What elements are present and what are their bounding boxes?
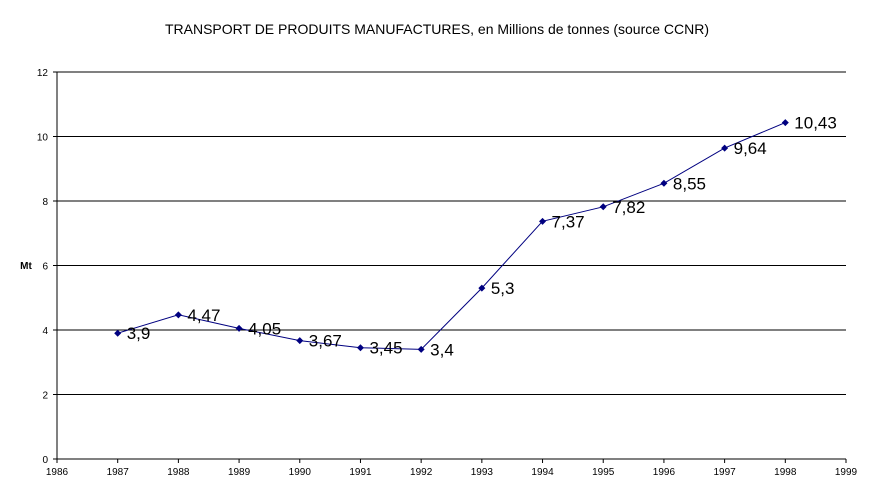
data-label: 3,45 bbox=[369, 339, 402, 358]
x-tick-label: 1990 bbox=[289, 467, 312, 478]
x-tick-label: 1995 bbox=[592, 467, 615, 478]
data-label: 10,43 bbox=[794, 114, 837, 133]
data-point bbox=[296, 337, 304, 345]
x-tick-label: 1997 bbox=[713, 467, 736, 478]
gridlines bbox=[57, 71, 846, 395]
y-axis-label: Mt bbox=[20, 261, 32, 272]
data-label: 3,9 bbox=[127, 324, 151, 343]
data-label: 9,64 bbox=[734, 139, 767, 158]
data-point bbox=[417, 345, 425, 353]
axes bbox=[53, 71, 847, 463]
x-tick-label: 1996 bbox=[653, 467, 676, 478]
data-label: 8,55 bbox=[673, 174, 706, 193]
x-tick-label: 1998 bbox=[774, 467, 797, 478]
data-point bbox=[235, 324, 243, 332]
y-tick-label: 8 bbox=[42, 197, 48, 208]
data-point bbox=[660, 179, 668, 187]
x-tick-label: 1989 bbox=[228, 467, 251, 478]
x-tick-label: 1994 bbox=[531, 467, 554, 478]
y-tick-label: 6 bbox=[42, 262, 48, 273]
x-tick-label: 1987 bbox=[107, 467, 130, 478]
x-tick-label: 1993 bbox=[471, 467, 494, 478]
y-tick-label: 10 bbox=[37, 133, 49, 144]
data-point bbox=[539, 217, 547, 225]
series-line bbox=[117, 122, 786, 350]
data-point bbox=[781, 119, 789, 127]
data-point bbox=[114, 329, 122, 337]
x-tick-label: 1986 bbox=[46, 467, 69, 478]
x-tick-label: 1988 bbox=[167, 467, 190, 478]
data-label: 7,82 bbox=[612, 198, 645, 217]
data-label: 3,67 bbox=[309, 332, 342, 351]
y-tick-labels: 0 2 4 6 8 10 12 bbox=[37, 68, 49, 466]
data-point bbox=[174, 311, 182, 319]
y-tick-label: 4 bbox=[42, 326, 48, 337]
y-tick-label: 12 bbox=[37, 68, 49, 79]
data-label: 4,47 bbox=[187, 306, 220, 325]
x-tick-label: 1999 bbox=[835, 467, 858, 478]
data-labels: 3,9 4,47 4,05 3,67 3,45 3,4 5,3 7,37 7,82 8,55 9,6… bbox=[127, 114, 837, 360]
chart-title: TRANSPORT DE PRODUITS MANUFACTURES, en M… bbox=[165, 21, 709, 37]
y-tick-label: 0 bbox=[42, 455, 48, 466]
data-point bbox=[478, 284, 486, 292]
data-label: 5,3 bbox=[491, 279, 515, 298]
data-label: 4,05 bbox=[248, 319, 281, 338]
data-point bbox=[356, 344, 364, 352]
x-tick-label: 1992 bbox=[410, 467, 433, 478]
x-tick-labels: 1986 1987 1988 1989 1990 1991 1992 1993 1994 1995… bbox=[46, 467, 858, 478]
data-label: 3,4 bbox=[430, 340, 454, 359]
data-point bbox=[721, 144, 729, 152]
data-label: 7,37 bbox=[552, 212, 585, 231]
y-tick-label: 2 bbox=[42, 391, 48, 402]
x-tick-label: 1991 bbox=[349, 467, 372, 478]
series-layer bbox=[114, 119, 789, 353]
data-point bbox=[599, 203, 607, 211]
